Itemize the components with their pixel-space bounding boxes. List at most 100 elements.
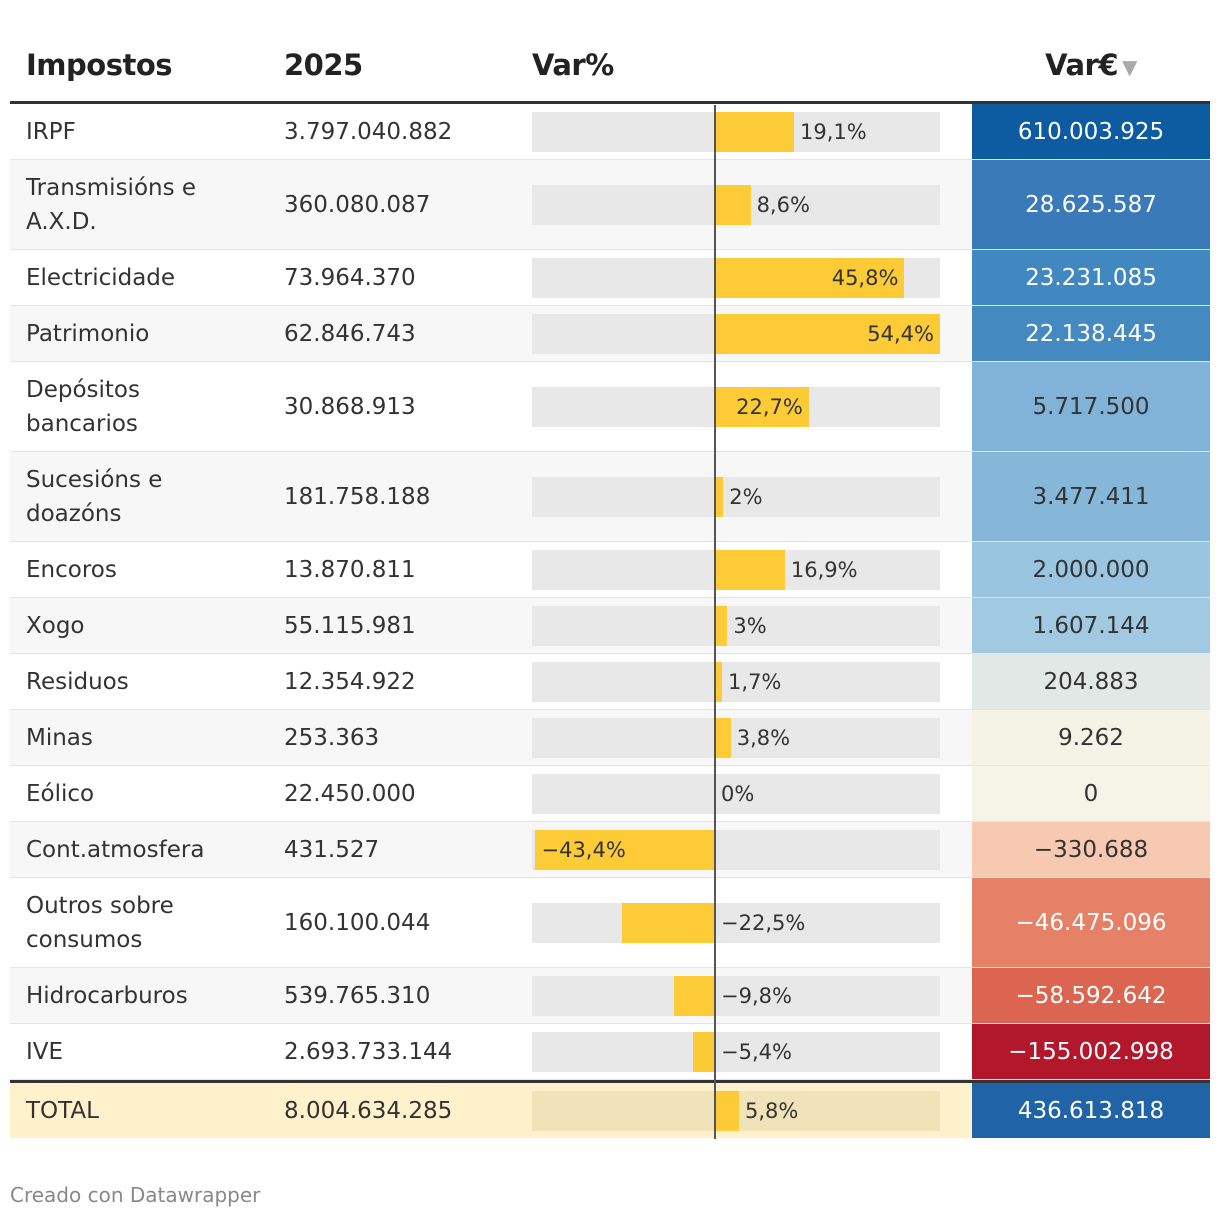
table-row: Transmisións e A.X.D. 360.080.087 8,6% 28.6…	[10, 160, 1210, 250]
table-row: Sucesións e doazóns 181.758.188 2% 3.477.41…	[10, 452, 1210, 542]
row-name: Cont.atmosfera	[26, 836, 205, 863]
row-name: IRPF	[26, 118, 76, 145]
total-row: TOTAL 8.004.634.285 5,8% 436.613.818	[10, 1080, 1210, 1138]
var-eur-cell: −330.688	[972, 822, 1210, 877]
var-pct-bar	[715, 257, 905, 298]
var-pct-label: −22,5%	[721, 910, 806, 935]
var-pct-bar-track: 8,6%	[532, 184, 940, 225]
row-value-2025: 22.450.000	[284, 780, 416, 807]
column-header-2025[interactable]: 2025	[284, 48, 363, 82]
var-eur-cell: 204.883	[972, 654, 1210, 709]
var-pct-label: 54,4%	[867, 321, 934, 346]
var-pct-label: 8,6%	[756, 192, 810, 217]
table-row: Encoros 13.870.811 16,9% 2.000.000	[10, 542, 1210, 598]
row-value-2025: 55.115.981	[284, 612, 416, 639]
var-pct-bar-track: 16,9%	[532, 549, 940, 590]
table-row: Residuos 12.354.922 1,7% 204.883	[10, 654, 1210, 710]
var-eur-cell: −58.592.642	[972, 968, 1210, 1023]
var-pct-bar-track: −22,5%	[532, 902, 940, 943]
var-eur-cell: 9.262	[972, 710, 1210, 765]
table-row: Xogo 55.115.981 3% 1.607.144	[10, 598, 1210, 654]
var-eur-cell: −155.002.998	[972, 1024, 1210, 1079]
table-row: Cont.atmosfera 431.527 −43,4% −330.688	[10, 822, 1210, 878]
var-pct-bar	[674, 975, 715, 1016]
row-value-2025: 13.870.811	[284, 556, 416, 583]
row-name: Patrimonio	[26, 320, 150, 347]
row-name: IVE	[26, 1038, 64, 1065]
var-pct-bar	[535, 829, 715, 870]
row-value-2025: 30.868.913	[284, 393, 416, 420]
footer-credit: Creado con Datawrapper	[10, 1183, 261, 1207]
table-body: IRPF 3.797.040.882 19,1% 610.003.925 Transmi…	[10, 104, 1210, 1080]
row-name: Minas	[26, 724, 93, 751]
row-name: Depósitos bancarios	[26, 376, 140, 437]
var-pct-bar-track: 3,8%	[532, 717, 940, 758]
var-pct-label: −43,4%	[541, 837, 626, 862]
table-row: Hidrocarburos 539.765.310 −9,8% −58.592.642	[10, 968, 1210, 1024]
var-pct-bar-track: 3%	[532, 605, 940, 646]
var-eur-cell: 28.625.587	[972, 160, 1210, 249]
row-name: Eólico	[26, 780, 95, 807]
row-name: Hidrocarburos	[26, 982, 188, 1009]
column-header-impostos[interactable]: Impostos	[26, 48, 173, 82]
row-value-2025: 73.964.370	[284, 264, 416, 291]
table-row: Depósitos bancarios 30.868.913 22,7% 5.717.…	[10, 362, 1210, 452]
table-row: Outros sobre consumos 160.100.044 −22,5% −4…	[10, 878, 1210, 968]
var-eur-cell: 0	[972, 766, 1210, 821]
table-row: Patrimonio 62.846.743 54,4% 22.138.445	[10, 306, 1210, 362]
row-value-2025: 2.693.733.144	[284, 1038, 453, 1065]
var-pct-label: 45,8%	[831, 265, 899, 290]
row-value-2025: 253.363	[284, 724, 380, 751]
var-pct-bar-track: 1,7%	[532, 661, 940, 702]
var-pct-bar	[715, 717, 731, 758]
var-pct-bar-track: −43,4%	[532, 829, 940, 870]
row-value-2025: 181.758.188	[284, 483, 431, 510]
var-pct-bar	[715, 111, 794, 152]
var-pct-bar-track: 19,1%	[532, 111, 940, 152]
var-pct-label: 1,7%	[728, 669, 782, 694]
var-eur-cell: 5.717.500	[972, 362, 1210, 451]
var-eur-cell: −46.475.096	[972, 878, 1210, 967]
row-value-2025: 431.527	[284, 836, 380, 863]
table-row: IRPF 3.797.040.882 19,1% 610.003.925	[10, 104, 1210, 160]
row-value-2025: 12.354.922	[284, 668, 416, 695]
var-pct-bar-track: 2%	[532, 476, 940, 517]
table-row: Minas 253.363 3,8% 9.262	[10, 710, 1210, 766]
var-pct-bar-track: 45,8%	[532, 257, 940, 298]
var-pct-label: −5,4%	[721, 1039, 792, 1064]
row-name: TOTAL	[26, 1097, 99, 1124]
column-header-var-eur[interactable]: Var€ ▼	[972, 48, 1210, 82]
var-pct-label: −9,8%	[721, 983, 792, 1008]
var-pct-bar-track: −5,4%	[532, 1031, 940, 1072]
row-name: Xogo	[26, 612, 85, 639]
var-pct-label: 5,8%	[744, 1098, 799, 1123]
row-value-2025: 62.846.743	[284, 320, 416, 347]
var-pct-bar	[715, 313, 940, 354]
column-header-var-pct[interactable]: Var%	[532, 48, 614, 82]
var-pct-label: 16,9%	[790, 557, 858, 582]
var-pct-bar-track: 5,8%	[532, 1090, 940, 1131]
table-header: Impostos 2025 Var% Var€ ▼	[10, 24, 1210, 104]
var-pct-label: 0%	[721, 781, 755, 806]
var-eur-cell: 3.477.411	[972, 452, 1210, 541]
var-pct-bar-track: 22,7%	[532, 386, 940, 427]
var-pct-label: 22,7%	[736, 394, 803, 419]
var-pct-label: 2%	[729, 484, 763, 509]
var-eur-cell: 2.000.000	[972, 542, 1210, 597]
sort-descending-icon[interactable]: ▼	[1122, 55, 1137, 79]
row-value-2025: 539.765.310	[284, 982, 431, 1009]
var-pct-bar	[715, 1090, 739, 1131]
var-eur-cell: 1.607.144	[972, 598, 1210, 653]
var-pct-bar	[715, 549, 785, 590]
var-eur-cell: 23.231.085	[972, 250, 1210, 305]
var-pct-bar	[715, 184, 751, 225]
table-row: Eólico 22.450.000 0% 0	[10, 766, 1210, 822]
row-value-2025: 160.100.044	[284, 909, 431, 936]
var-pct-bar-track: −9,8%	[532, 975, 940, 1016]
row-value-2025: 8.004.634.285	[284, 1097, 453, 1124]
var-pct-bar	[621, 902, 715, 943]
row-name: Encoros	[26, 556, 117, 583]
var-pct-bar	[715, 476, 724, 517]
row-name: Electricidade	[26, 264, 176, 291]
var-pct-label: 3%	[733, 613, 767, 638]
